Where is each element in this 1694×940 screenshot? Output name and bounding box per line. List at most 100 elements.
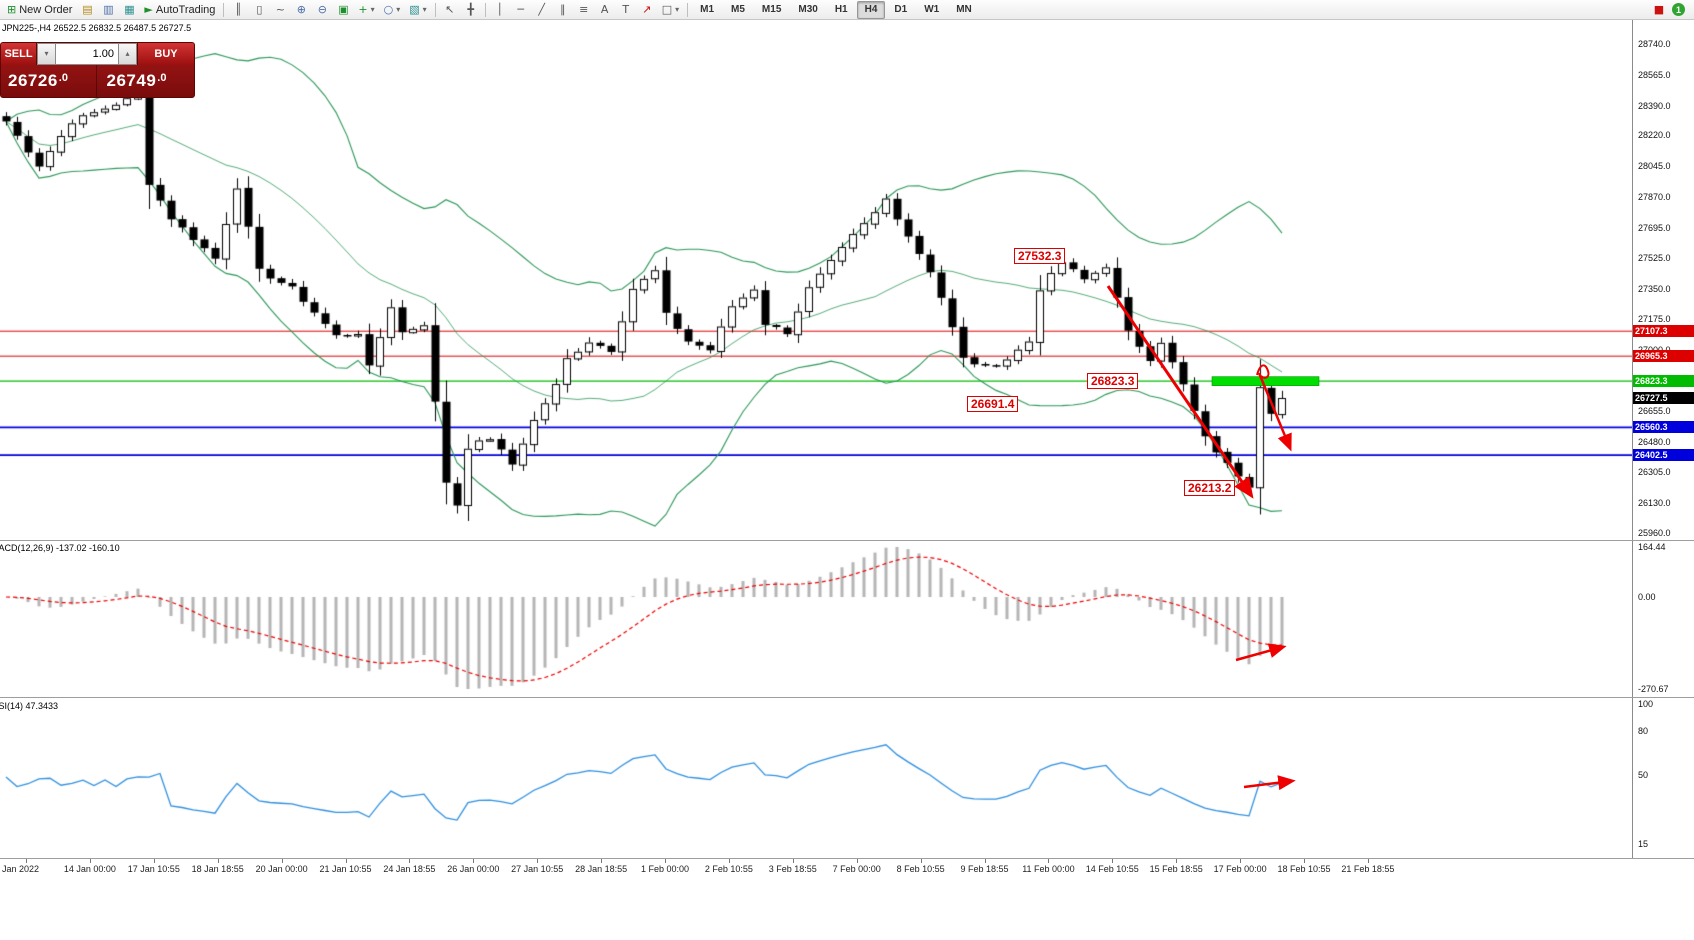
volume-input[interactable] bbox=[56, 43, 118, 65]
time-axis-tick bbox=[281, 859, 283, 863]
tile-windows-button[interactable]: ▣ bbox=[333, 1, 353, 19]
chevron-down-icon: ▾ bbox=[675, 4, 680, 14]
candle-chart-type-button[interactable]: ▯ bbox=[249, 1, 269, 19]
volume-decrease-button[interactable]: ▾ bbox=[37, 43, 56, 65]
volume-increase-button[interactable]: ▴ bbox=[118, 43, 137, 65]
timeframe-button-M15[interactable]: M15 bbox=[754, 1, 789, 19]
toolbar-separator bbox=[223, 2, 225, 17]
autotrading-button[interactable]: ► AutoTrading bbox=[140, 1, 219, 19]
templates-button[interactable]: ▧ ▾ bbox=[405, 1, 430, 19]
cursor-button[interactable]: ↖ bbox=[440, 1, 460, 19]
timeframe-button-M5[interactable]: M5 bbox=[723, 1, 753, 19]
vertical-line-button[interactable]: │ bbox=[490, 1, 510, 19]
axis-tick-label: 28740.0 bbox=[1638, 39, 1671, 49]
channel-button[interactable]: ∥ bbox=[553, 1, 573, 19]
alert-button[interactable]: ■ bbox=[1649, 1, 1669, 19]
zoom-out-button[interactable]: ⊖ bbox=[312, 1, 332, 19]
periods-button[interactable]: ○ ▾ bbox=[380, 1, 405, 19]
axis-tick-label: -270.67 bbox=[1638, 684, 1669, 694]
zoom-in-button[interactable]: ⊕ bbox=[291, 1, 311, 19]
time-axis-label: 1 Feb 00:00 bbox=[640, 864, 690, 874]
profiles-button[interactable]: ▥ bbox=[98, 1, 118, 19]
bar-chart-type-button[interactable]: ║ bbox=[228, 1, 248, 19]
annotation-price-label[interactable]: 26213.2 bbox=[1184, 480, 1236, 497]
axis-tick-label: 28220.0 bbox=[1638, 130, 1671, 141]
time-axis-label: Jan 2022 bbox=[2, 864, 40, 874]
timeframe-button-M1[interactable]: M1 bbox=[692, 1, 722, 19]
panel-separator[interactable] bbox=[0, 697, 1694, 698]
sell-price[interactable]: 26726.0 bbox=[1, 65, 96, 97]
time-axis-tick bbox=[89, 859, 91, 863]
buy-price-main: 26749 bbox=[106, 71, 157, 90]
chevron-down-icon: ▾ bbox=[396, 4, 401, 14]
price-axis[interactable]: 28740.0 28565.0 28390.0 28220.0 28045.0 27870… bbox=[1632, 20, 1694, 859]
timeframe-button-D1[interactable]: D1 bbox=[886, 1, 915, 19]
horizontal-line-button[interactable]: ─ bbox=[511, 1, 531, 19]
spinner-down-icon: ▾ bbox=[44, 49, 49, 58]
alert-icon: ■ bbox=[1653, 3, 1665, 16]
buy-button[interactable]: BUY bbox=[137, 43, 194, 65]
axis-tick-label: 164.44 bbox=[1638, 542, 1666, 552]
autotrading-play-icon: ► bbox=[144, 3, 153, 16]
time-axis-tick bbox=[345, 859, 347, 863]
trendline-button[interactable]: ╱ bbox=[532, 1, 552, 19]
bar-chart-icon: ║ bbox=[235, 3, 242, 16]
fibonacci-button[interactable]: ≡ bbox=[574, 1, 594, 19]
price-chart-canvas[interactable] bbox=[0, 20, 1632, 540]
annotation-price-label[interactable]: 26823.3 bbox=[1087, 373, 1139, 390]
axis-tick-label: 15 bbox=[1638, 839, 1649, 849]
time-axis-tick bbox=[1304, 859, 1305, 863]
data-window-button[interactable]: ▦ bbox=[119, 1, 139, 19]
sell-button[interactable]: SELL bbox=[1, 43, 37, 65]
macd-indicator-canvas[interactable] bbox=[0, 541, 1632, 697]
trendline-icon: ╱ bbox=[538, 3, 545, 16]
shapes-button[interactable]: □ ▾ bbox=[658, 1, 683, 19]
time-axis[interactable]: Jan 2022 14 Jan 00:00 17 Jan 10:55 18 Jan 1… bbox=[0, 859, 1632, 877]
line-chart-icon: ~ bbox=[275, 3, 286, 16]
notification-badge[interactable]: 1 bbox=[1672, 3, 1685, 16]
indicators-icon: + bbox=[358, 3, 368, 16]
time-axis-label: 2 Feb 10:55 bbox=[704, 864, 753, 874]
timeframe-button-W1[interactable]: W1 bbox=[916, 1, 947, 19]
indicators-button[interactable]: + ▾ bbox=[354, 1, 378, 19]
time-axis-label: 17 Feb 00:00 bbox=[1213, 864, 1267, 874]
sell-price-main: 26726 bbox=[8, 71, 58, 90]
time-axis-tick bbox=[1240, 859, 1242, 863]
text-button[interactable]: A bbox=[595, 1, 615, 19]
time-axis-label: 28 Jan 18:55 bbox=[575, 864, 628, 874]
axis-tick-label: 27175.0 bbox=[1638, 314, 1671, 325]
time-axis-tick bbox=[26, 859, 27, 863]
timeframe-label: D1 bbox=[894, 4, 908, 15]
timeframe-button-H4[interactable]: H4 bbox=[856, 0, 886, 19]
timeframe-button-M30[interactable]: M30 bbox=[790, 1, 825, 19]
timeframe-button-MN[interactable]: MN bbox=[948, 1, 980, 19]
buy-price[interactable]: 26749.0 bbox=[95, 65, 195, 97]
rsi-indicator-canvas[interactable] bbox=[0, 698, 1632, 858]
charts-list-button[interactable]: ▤ bbox=[77, 1, 97, 19]
crosshair-button[interactable]: ╋ bbox=[461, 1, 481, 19]
text-label-button[interactable]: T bbox=[616, 1, 636, 19]
time-axis-tick bbox=[728, 859, 730, 863]
line-chart-type-button[interactable]: ~ bbox=[270, 1, 290, 19]
periods-icon: ○ bbox=[383, 3, 394, 16]
annotation-price-label[interactable]: 27532.3 bbox=[1014, 248, 1066, 265]
arrows-button[interactable]: ↗ bbox=[637, 1, 657, 19]
text-icon: A bbox=[600, 3, 609, 16]
toolbar: ⊞ New Order ▤ ▥ ▦ ► AutoTrading ║ ▯ ~ ⊕ … bbox=[0, 0, 1694, 20]
cursor-icon: ↖ bbox=[445, 3, 455, 16]
fibonacci-icon: ≡ bbox=[579, 3, 589, 16]
toolbar-separator bbox=[434, 2, 436, 17]
panel-separator bbox=[0, 858, 1694, 859]
panel-separator[interactable] bbox=[0, 540, 1694, 541]
new-order-button[interactable]: ⊞ New Order bbox=[3, 1, 76, 19]
timeframe-button-H1[interactable]: H1 bbox=[827, 1, 856, 19]
axis-tick-label: 25960.0 bbox=[1638, 528, 1671, 538]
time-axis-tick bbox=[601, 859, 603, 863]
axis-tick-label: 50 bbox=[1638, 770, 1649, 780]
time-axis-tick bbox=[217, 859, 219, 863]
tile-windows-icon: ▣ bbox=[338, 3, 349, 16]
annotation-price-label[interactable]: 26691.4 bbox=[967, 396, 1019, 413]
time-axis-label: 14 Feb 10:55 bbox=[1085, 864, 1139, 874]
axis-tick-label: 28045.0 bbox=[1638, 161, 1671, 172]
